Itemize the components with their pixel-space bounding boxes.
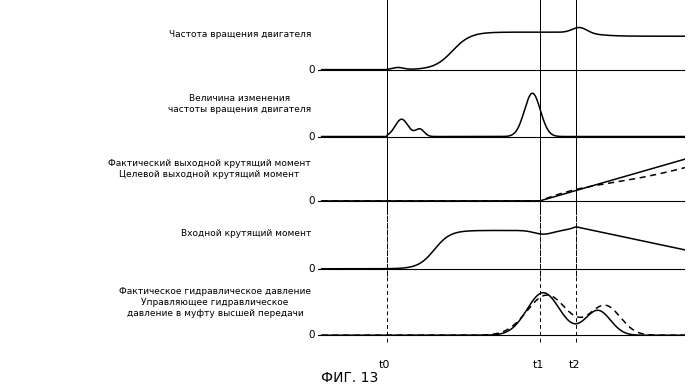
Text: t1: t1 — [533, 360, 544, 370]
Text: 0: 0 — [308, 65, 315, 75]
Text: 0: 0 — [308, 196, 315, 206]
Text: 0: 0 — [308, 264, 315, 274]
Text: ФИГ. 13: ФИГ. 13 — [321, 371, 378, 385]
Text: Фактическое гидравлическое давление
Управляющее гидравлическое
давление в муфту : Фактическое гидравлическое давление Упра… — [119, 287, 311, 318]
Text: 0: 0 — [308, 131, 315, 142]
Text: Фактический выходной крутящий момент
Целевой выходной крутящий момент: Фактический выходной крутящий момент Цел… — [108, 159, 311, 179]
Text: t0: t0 — [378, 360, 390, 370]
Text: Входной крутящий момент: Входной крутящий момент — [180, 229, 311, 238]
Text: Величина изменения
частоты вращения двигателя: Величина изменения частоты вращения двиг… — [168, 94, 311, 114]
Text: 0: 0 — [308, 330, 315, 340]
Text: t2: t2 — [569, 360, 581, 370]
Text: Частота вращения двигателя: Частота вращения двигателя — [168, 30, 311, 39]
